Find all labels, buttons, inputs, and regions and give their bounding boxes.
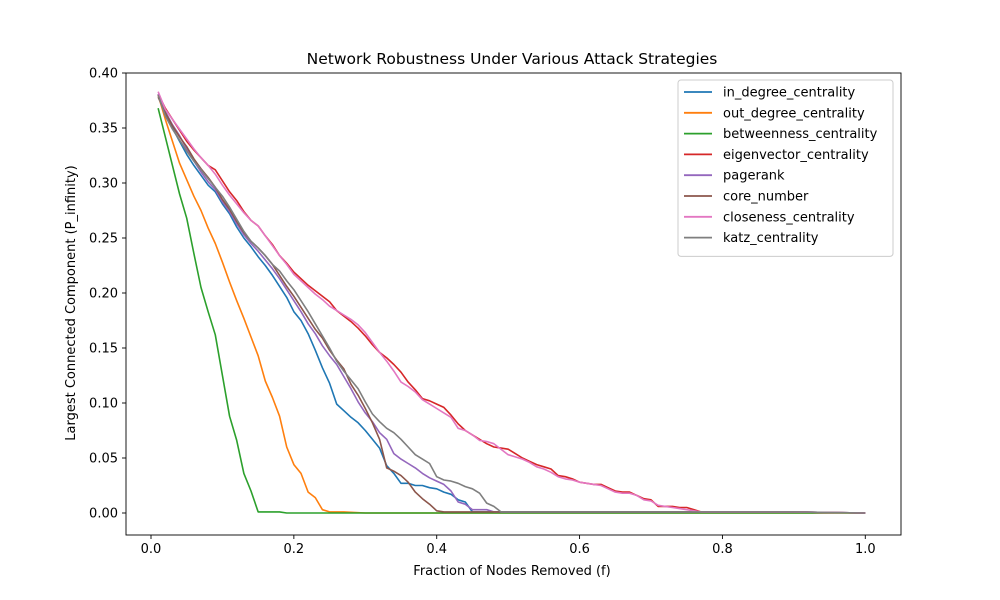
- x-tick-label: 0.2: [284, 542, 305, 557]
- y-tick-label: 0.10: [89, 397, 118, 412]
- x-tick-label: 0.8: [712, 542, 733, 557]
- y-tick-label: 0.15: [89, 342, 118, 357]
- legend-label-betweenness-centrality: betweenness_centrality: [723, 127, 878, 142]
- legend: in_degree_centrality out_degree_centralit…: [677, 79, 894, 257]
- legend-label-pagerank: pagerank: [723, 169, 785, 184]
- y-tick-label: 0.20: [89, 287, 118, 302]
- legend-box: [677, 79, 894, 257]
- series-line-katz-centrality: [157, 94, 866, 514]
- y-axis-label: Largest Connected Component (P_infinity): [64, 165, 79, 440]
- y-tick-label: 0.40: [89, 67, 118, 82]
- x-tick-label: 1.0: [855, 542, 876, 557]
- series-line-in-degree-centrality: [157, 94, 866, 514]
- x-axis-label: Fraction of Nodes Removed (f): [413, 564, 610, 579]
- x-tick-label: 0.6: [569, 542, 590, 557]
- x-tick-label: 0.4: [426, 542, 447, 557]
- y-tick-label: 0.25: [89, 232, 118, 247]
- legend-label-in-degree-centrality: in_degree_centrality: [723, 86, 856, 101]
- legend-label-out-degree-centrality: out_degree_centrality: [723, 106, 865, 121]
- y-tick-label: 0.35: [89, 122, 118, 137]
- series-line-betweenness-centrality: [157, 108, 866, 514]
- plot-area: [125, 72, 902, 536]
- series-line-pagerank: [157, 93, 866, 514]
- legend-label-closeness-centrality: closeness_centrality: [723, 210, 855, 225]
- y-tick-label: 0.30: [89, 177, 118, 192]
- x-tick-label: 0.0: [141, 542, 162, 557]
- plot-frame: [125, 72, 902, 536]
- y-tick-label: 0.00: [89, 507, 118, 522]
- y-axis: 0.00 0.05 0.10 0.15 0.20 0.25 0.30 0.35 0.40: [89, 67, 126, 522]
- chart-title: Network Robustness Under Various Attack …: [307, 50, 718, 68]
- x-axis: 0.0 0.2 0.4 0.6 0.8 1.0: [141, 535, 876, 557]
- legend-label-eigenvector-centrality: eigenvector_centrality: [723, 148, 869, 163]
- legend-label-core-number: core_number: [723, 190, 809, 205]
- y-tick-label: 0.05: [89, 452, 118, 467]
- series-line-closeness-centrality: [157, 91, 866, 514]
- legend-label-katz-centrality: katz_centrality: [723, 231, 819, 246]
